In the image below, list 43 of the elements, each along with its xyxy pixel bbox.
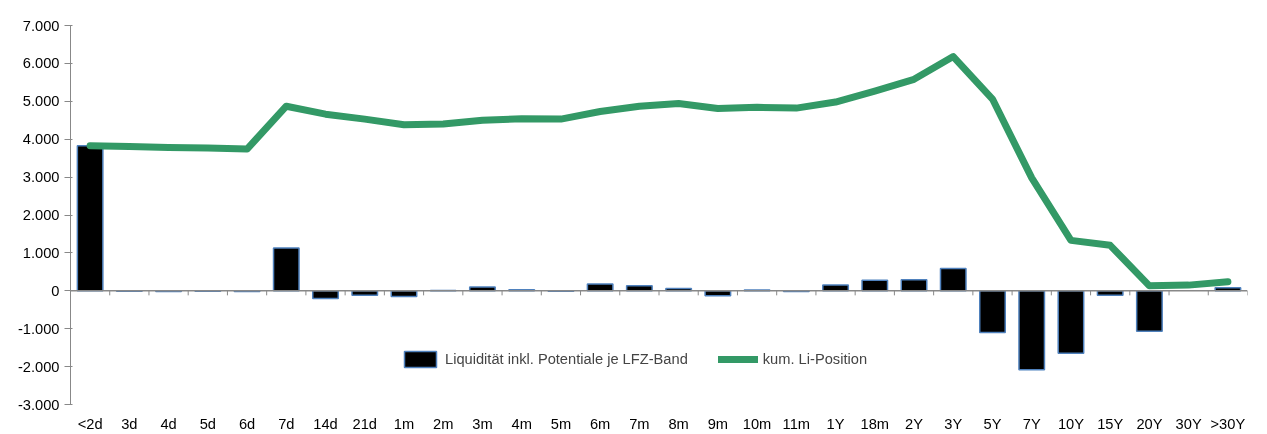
x-tick-label: <2d xyxy=(77,415,103,432)
x-tick-label: 14d xyxy=(313,415,338,432)
x-tick-label: 1m xyxy=(393,415,415,432)
y-tick-label: 3.000 xyxy=(22,169,60,186)
x-tick-label: 4m xyxy=(511,415,532,432)
x-tick-label: 21d xyxy=(352,415,377,432)
x-tick-label: 1Y xyxy=(826,415,845,432)
x-tick-label: 6d xyxy=(238,415,256,432)
x-tick-label: 10Y xyxy=(1057,415,1085,432)
x-tick-label: 9m xyxy=(707,415,729,432)
y-tick-label: 6.000 xyxy=(22,55,60,72)
y-tick-label: -1.000 xyxy=(17,320,60,337)
x-tick-label: 3Y xyxy=(944,415,963,432)
y-tick-label: 2.000 xyxy=(22,207,60,223)
x-tick-label: 2Y xyxy=(905,415,924,432)
x-tick-label: 2m xyxy=(433,415,454,432)
x-tick-label: 7d xyxy=(278,415,295,432)
legend-label: Liquidität inkl. Potentiale je LFZ-Band xyxy=(445,351,688,367)
x-tick-label: 11m xyxy=(782,415,811,432)
x-tick-label: 3m xyxy=(472,415,493,432)
x-tick-label: 30Y xyxy=(1175,415,1202,432)
y-tick-label: 5.000 xyxy=(22,93,60,110)
x-tick-label: 5Y xyxy=(983,415,1002,432)
x-tick-label: 6m xyxy=(589,415,611,432)
x-tick-label: 8m xyxy=(668,415,689,432)
x-tick-label: 7Y xyxy=(1022,415,1041,432)
x-tick-label: 5d xyxy=(199,415,216,432)
x-tick-label: >30Y xyxy=(1210,415,1246,432)
x-tick-label: 7m xyxy=(629,415,650,432)
x-tick-label: 5m xyxy=(550,415,572,432)
y-tick-label: -3.000 xyxy=(17,396,60,413)
legend-label: kum. Li-Position xyxy=(762,351,868,367)
y-tick-label: 7.000 xyxy=(22,17,60,34)
x-tick-label: 10m xyxy=(742,415,772,432)
x-tick-label: 3d xyxy=(121,415,138,432)
x-tick-label: 20Y xyxy=(1136,415,1163,432)
y-tick-label: 0 xyxy=(51,282,60,299)
y-tick-label: 4.000 xyxy=(22,131,60,148)
y-tick-label: -2.000 xyxy=(17,358,60,375)
x-tick-label: 18m xyxy=(860,415,890,432)
x-tick-label: 4d xyxy=(160,415,177,432)
y-tick-label: 1.000 xyxy=(22,244,60,261)
x-tick-label: 15Y xyxy=(1097,415,1124,432)
